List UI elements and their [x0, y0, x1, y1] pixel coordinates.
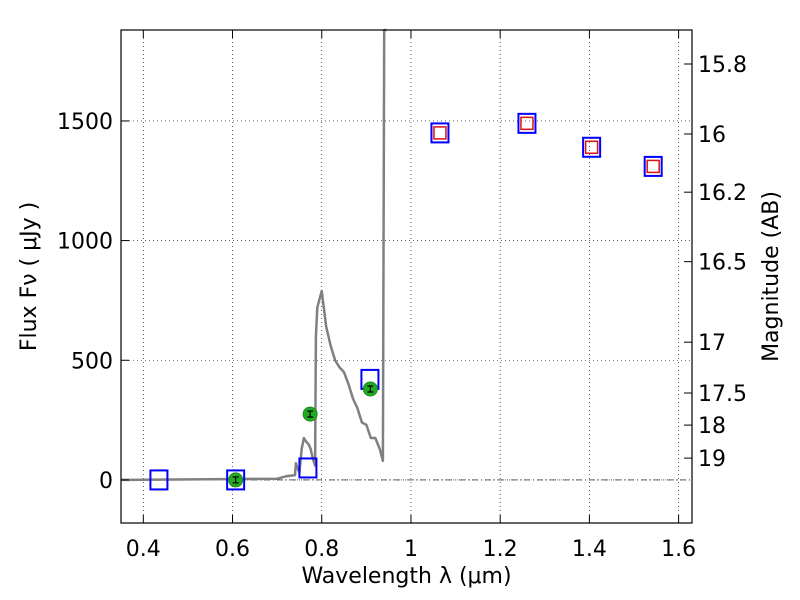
- model-photometry-point: [226, 469, 246, 491]
- x-axis-label: Wavelength λ (μm): [301, 564, 511, 589]
- magnitude-axis: 15.8 16 16.2 16.5 17 17.5 18 19: [684, 53, 747, 472]
- plot-frame: [120, 29, 693, 524]
- model-spectrum: [120, 28, 387, 482]
- magnitude-axis-label: Magnitude (AB): [759, 191, 784, 362]
- magnitude-tick-label: 17: [698, 331, 726, 356]
- y-axis-label: Flux Fν ( μJy ): [17, 202, 42, 351]
- observed-photometry-point: [433, 126, 447, 140]
- x-tick-label: 0.4: [126, 537, 161, 562]
- magnitude-tick-label: 17.5: [698, 382, 747, 407]
- observed-photometry-point: [520, 116, 534, 131]
- model-photometry-point: [430, 122, 450, 144]
- x-tick-label: 1.2: [483, 537, 518, 562]
- y-tick-label: 0: [99, 469, 113, 494]
- magnitude-tick-label: 16.5: [698, 251, 747, 276]
- model-photometry-point: [298, 457, 318, 479]
- model-photometry-point: [149, 469, 169, 491]
- grid-lines: [121, 30, 692, 523]
- magnitude-tick-label: 19: [698, 447, 726, 472]
- magnitude-tick-label: 16.2: [698, 181, 747, 206]
- x-tick-label: 1.6: [661, 537, 696, 562]
- model-photometry-point: [517, 112, 537, 134]
- photometry-markers: [149, 112, 663, 491]
- x-tick-label: 0.8: [304, 537, 339, 562]
- y-tick-label: 500: [71, 349, 113, 374]
- y-tick-label: 1500: [57, 110, 113, 135]
- model-photometry-point: [582, 136, 602, 158]
- y-axis: 0 500 1000 1500: [57, 110, 129, 494]
- magnitude-tick-label: 15.8: [698, 53, 747, 78]
- y-tick-label: 1000: [57, 230, 113, 255]
- observed-photometry-point: [584, 140, 599, 155]
- x-axis: 0.4 0.6 0.8 1 1.2 1.4 1.6: [126, 30, 696, 562]
- spectrum-line: [120, 28, 387, 482]
- x-tick-label: 0.6: [215, 537, 250, 562]
- magnitude-tick-label: 18: [698, 414, 726, 439]
- model-photometry-point: [643, 155, 663, 177]
- x-tick-label: 1.4: [572, 537, 607, 562]
- magnitude-tick-label: 16: [698, 123, 726, 148]
- x-tick-label: 1: [404, 537, 418, 562]
- observed-photometry-point: [646, 159, 660, 174]
